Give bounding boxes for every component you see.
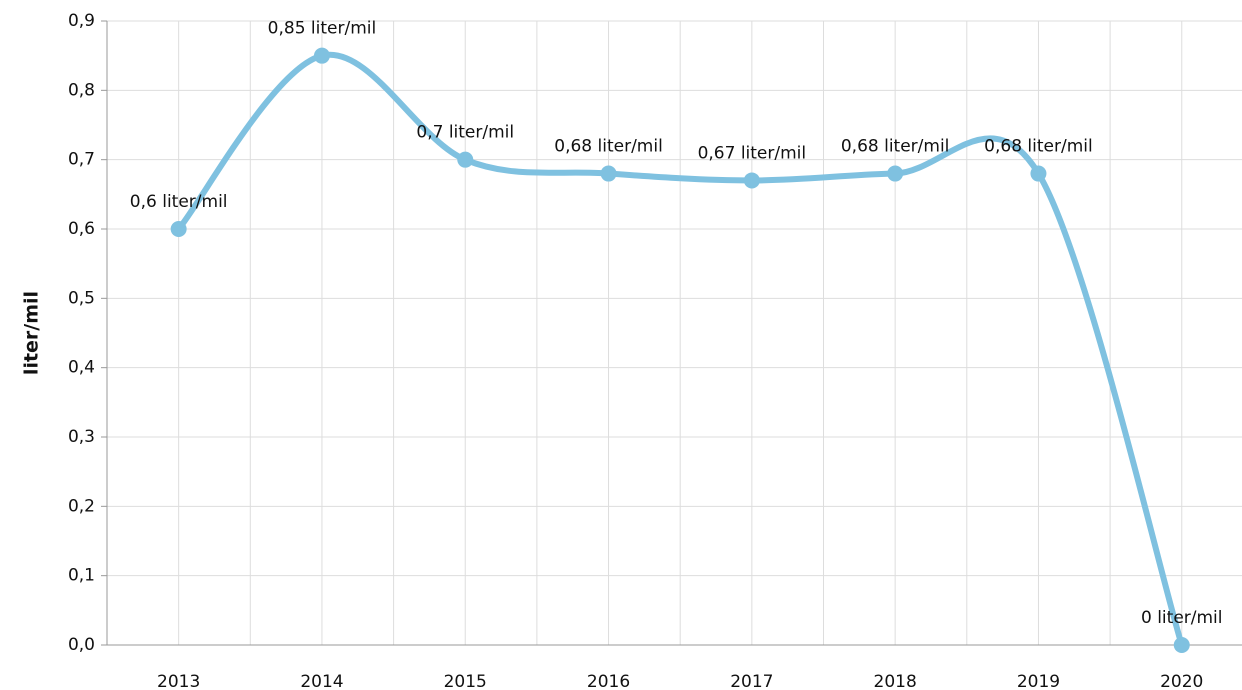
y-tick-label: 0,5 — [68, 288, 95, 308]
y-tick-label: 0,4 — [68, 358, 95, 378]
data-label: 0,68 liter/mil — [841, 137, 950, 157]
data-label: 0,7 liter/mil — [416, 123, 514, 143]
point — [313, 47, 330, 64]
y-axis-label: liter/mil — [21, 291, 43, 375]
y-tick-label: 0,8 — [68, 80, 95, 100]
x-tick-label: 2020 — [1160, 672, 1203, 690]
y-tick-label: 0,3 — [68, 427, 95, 447]
y-tick-label: 0,9 — [68, 11, 95, 31]
y-tick-label: 0,6 — [68, 219, 95, 239]
data-label: 0,6 liter/mil — [130, 192, 228, 212]
x-tick-label: 2016 — [587, 672, 630, 690]
line — [175, 51, 1185, 648]
x-tick-label: 2015 — [444, 672, 487, 690]
y-tick-label: 0,2 — [68, 496, 95, 516]
point — [457, 151, 474, 168]
data-label: 0,85 liter/mil — [268, 19, 377, 39]
x-tick-label: 2018 — [874, 672, 917, 690]
point — [600, 165, 617, 182]
x-tick-label: 2014 — [300, 672, 343, 690]
point — [1173, 637, 1190, 653]
x-tick-label: 2019 — [1017, 672, 1060, 690]
point — [743, 172, 760, 189]
y-tick-label: 0,1 — [68, 566, 95, 586]
x-tick-label: 2017 — [730, 672, 773, 690]
data-label: 0,68 liter/mil — [554, 137, 663, 157]
data-label: 0,67 liter/mil — [698, 143, 807, 163]
data-label: 0,68 liter/mil — [984, 137, 1093, 157]
point — [170, 221, 187, 237]
point — [1030, 165, 1047, 182]
data-label: 0 liter/mil — [1141, 608, 1223, 628]
point — [887, 165, 904, 182]
x-tick-label: 2013 — [157, 672, 200, 690]
y-tick-label: 0,7 — [68, 150, 95, 170]
y-tick-label: 0,0 — [68, 635, 95, 655]
